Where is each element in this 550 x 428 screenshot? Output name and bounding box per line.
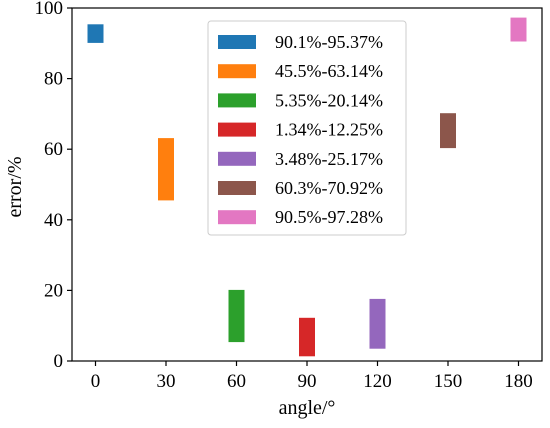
legend-swatch-1 [218,64,256,79]
legend-swatch-6 [218,210,256,225]
legend-label-6: 90.5%-97.28% [275,207,383,227]
range-bar-5 [440,113,456,149]
legend: 90.1%-95.37% 45.5%-63.14% 5.35%-20.14% 1.34… [207,20,407,236]
range-bar-4 [369,298,386,349]
y-tick-label-5: 100 [35,0,64,19]
range-bar-2 [228,289,245,343]
x-tick-label-0: 0 [91,371,101,392]
legend-label-5: 60.3%-70.92% [275,178,383,198]
y-tick-label-0: 0 [54,351,64,372]
legend-label-0: 90.1%-95.37% [275,32,383,52]
x-tick-label-5: 150 [434,371,463,392]
range-bar-1 [158,138,174,201]
legend-items: 90.1%-95.37% 45.5%-63.14% 5.35%-20.14% 1.34… [218,32,383,227]
range-bar-3 [299,317,315,357]
x-axis-title: angle/° [279,397,336,419]
legend-label-3: 1.34%-12.25% [275,120,383,140]
legend-label-2: 5.35%-20.14% [275,90,383,110]
legend-swatch-5 [218,181,256,195]
legend-frame [207,20,407,236]
y-tick-label-2: 40 [44,210,63,231]
legend-swatch-4 [218,151,256,166]
x-tick-label-2: 60 [227,371,246,392]
y-tick-label-4: 80 [44,69,63,90]
y-tick-label-3: 60 [44,139,63,160]
bars-layer [87,17,527,357]
x-tick-label-6: 180 [504,371,533,392]
range-bar-0 [87,24,104,43]
x-axis: 0 30 60 90 120 150 180 [91,361,533,392]
legend-swatch-0 [218,35,256,49]
range-bar-6 [510,17,527,42]
legend-swatch-2 [218,93,256,108]
x-tick-label-4: 120 [363,371,392,392]
legend-label-1: 45.5%-63.14% [275,61,383,81]
x-tick-label-3: 90 [298,371,317,392]
legend-label-4: 3.48%-25.17% [275,149,383,169]
y-axis: 0 20 40 60 80 100 [35,0,72,372]
y-tick-label-1: 20 [44,280,63,301]
legend-swatch-3 [218,122,256,137]
x-tick-label-1: 30 [157,371,176,392]
y-axis-title: error/% [4,156,26,217]
